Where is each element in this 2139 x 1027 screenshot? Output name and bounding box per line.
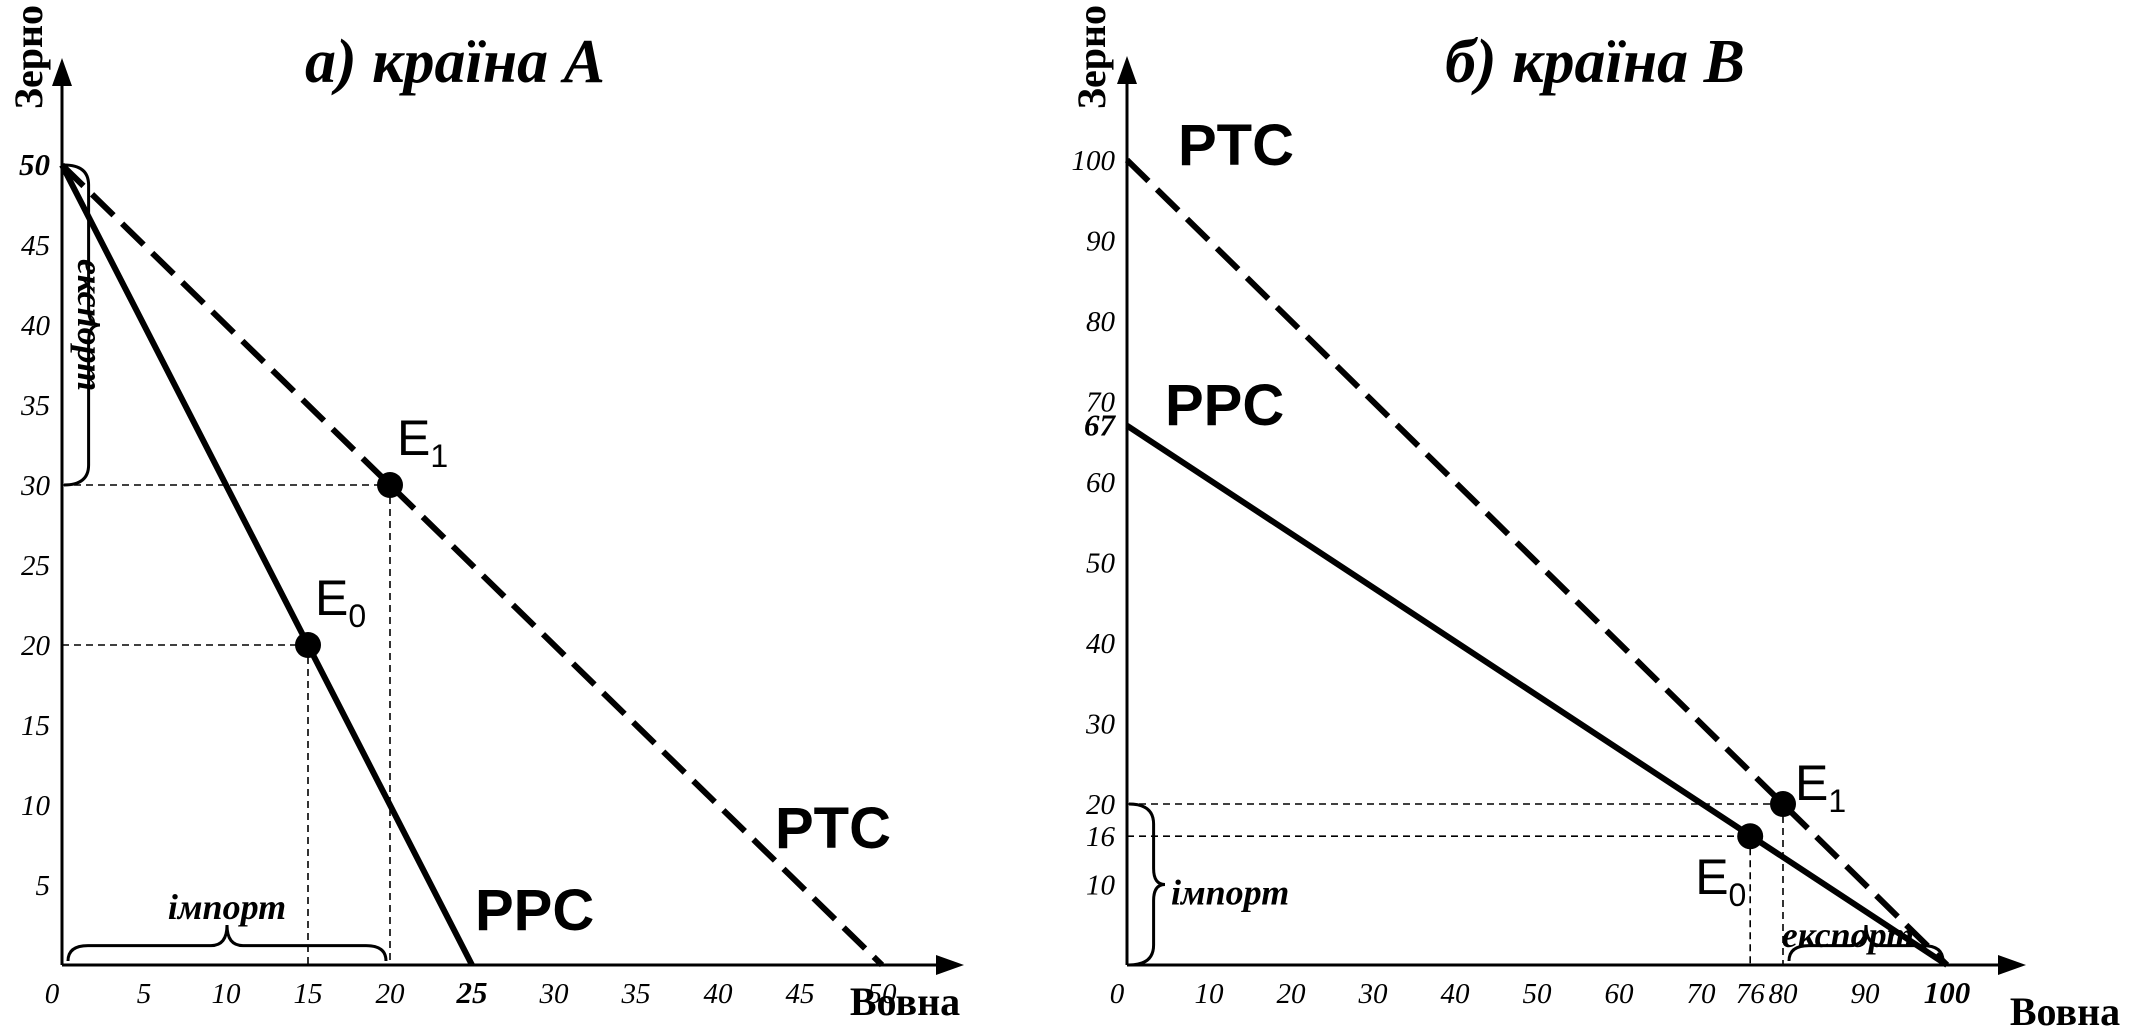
- x-tick-label: 70: [1687, 978, 1717, 1010]
- equilibrium-point: [295, 632, 321, 658]
- annotation-експорт: експорт: [1782, 915, 1914, 955]
- equilibrium-point: [377, 472, 403, 498]
- annotation-експорт: експорт: [70, 259, 110, 391]
- chart-panel-a: а) країна А Вовна Зерно 0 5 10 15 20 25 30 35 40 45 5…: [6, 5, 964, 1024]
- x-tick-label: 40: [1441, 978, 1471, 1010]
- x-tick-label: 50: [868, 978, 898, 1010]
- x-tick-label: 35: [621, 978, 651, 1010]
- x-axis-label: Вовна: [2010, 989, 2120, 1027]
- x-axis-arrow: [936, 955, 964, 975]
- y-tick-label: 30: [20, 470, 51, 502]
- y-tick-label: 10: [21, 790, 51, 822]
- chart-title: а) країна А: [305, 28, 605, 96]
- y-tick-label: 10: [1086, 870, 1116, 902]
- brace-експорт: [1787, 924, 1945, 962]
- equilibrium-point: [1770, 791, 1796, 817]
- series-line-ptc: [1124, 157, 1950, 968]
- brace-імпорт: [1128, 802, 1166, 967]
- x-tick-label: 10: [212, 978, 242, 1010]
- series-label-ppc: PPC: [475, 878, 594, 943]
- y-tick-label: 80: [1086, 306, 1116, 338]
- y-tick-label: 5: [36, 870, 51, 902]
- annotation-імпорт: імпорт: [1171, 873, 1289, 913]
- series-label-ppc: PPC: [1165, 373, 1284, 438]
- series-line-ptc: [59, 162, 885, 968]
- point-label-e1: E1: [1795, 755, 1846, 819]
- y-tick-label: 45: [21, 230, 50, 262]
- y-tick-label: 20: [21, 630, 51, 662]
- chart-title: б) країна В: [1445, 28, 1745, 96]
- y-axis-label: Зерно: [6, 5, 51, 109]
- y-axis-arrow: [1117, 56, 1137, 84]
- y-tick-label: 67: [1084, 408, 1117, 443]
- x-tick-label: 30: [1358, 978, 1389, 1010]
- point-label-e0: E0: [1695, 849, 1746, 913]
- x-tick-label: 0: [1110, 978, 1125, 1010]
- x-tick-label: 80: [1769, 978, 1799, 1010]
- y-tick-label: 60: [1086, 467, 1116, 499]
- y-tick-label: 35: [20, 390, 50, 422]
- x-tick-label: 20: [1277, 978, 1307, 1010]
- x-tick-label: 76: [1736, 978, 1766, 1010]
- y-tick-label: 50: [1086, 548, 1116, 580]
- series-label-ptc: PTC: [775, 796, 891, 861]
- y-axis-arrow: [52, 58, 72, 86]
- x-tick-label: 90: [1851, 978, 1881, 1010]
- y-tick-label: 25: [21, 550, 50, 582]
- x-tick-label: 45: [786, 978, 815, 1010]
- x-axis-arrow: [1998, 955, 2026, 975]
- x-tick-label: 25: [456, 975, 488, 1010]
- x-tick-label: 15: [294, 978, 323, 1010]
- annotation-імпорт: імпорт: [168, 887, 286, 927]
- x-tick-label: 10: [1195, 978, 1225, 1010]
- point-label-e0: E0: [315, 570, 366, 634]
- series-line-ppc: [1125, 423, 1949, 968]
- x-tick-label: 30: [539, 978, 570, 1010]
- x-tick-label: 40: [704, 978, 734, 1010]
- x-tick-label: 60: [1605, 978, 1635, 1010]
- x-axis-label: Вовна: [850, 979, 960, 1024]
- equilibrium-point: [1737, 823, 1764, 850]
- x-tick-label: 0: [45, 978, 60, 1010]
- x-tick-label: 5: [137, 978, 152, 1010]
- y-tick-label: 16: [1086, 821, 1116, 853]
- y-tick-label: 40: [1086, 628, 1116, 660]
- point-label-e1: E1: [397, 410, 448, 474]
- y-tick-label: 20: [1086, 789, 1116, 821]
- y-tick-label: 30: [1085, 709, 1116, 741]
- y-tick-label: 40: [21, 310, 51, 342]
- y-tick-label: 70: [1086, 387, 1116, 419]
- x-tick-label: 20: [376, 978, 406, 1010]
- x-tick-label: 100: [1924, 975, 1971, 1010]
- y-tick-label: 15: [21, 710, 50, 742]
- x-tick-label: 50: [1523, 978, 1553, 1010]
- series-label-ptc: PTC: [1178, 113, 1294, 178]
- y-tick-label: 90: [1086, 226, 1116, 258]
- y-tick-label: 50: [19, 147, 50, 182]
- brace-експорт: [63, 163, 101, 487]
- series-line-ppc: [59, 163, 475, 967]
- y-axis-label: Зерно: [1069, 5, 1114, 109]
- y-tick-label: 100: [1072, 145, 1116, 177]
- brace-імпорт: [66, 924, 388, 962]
